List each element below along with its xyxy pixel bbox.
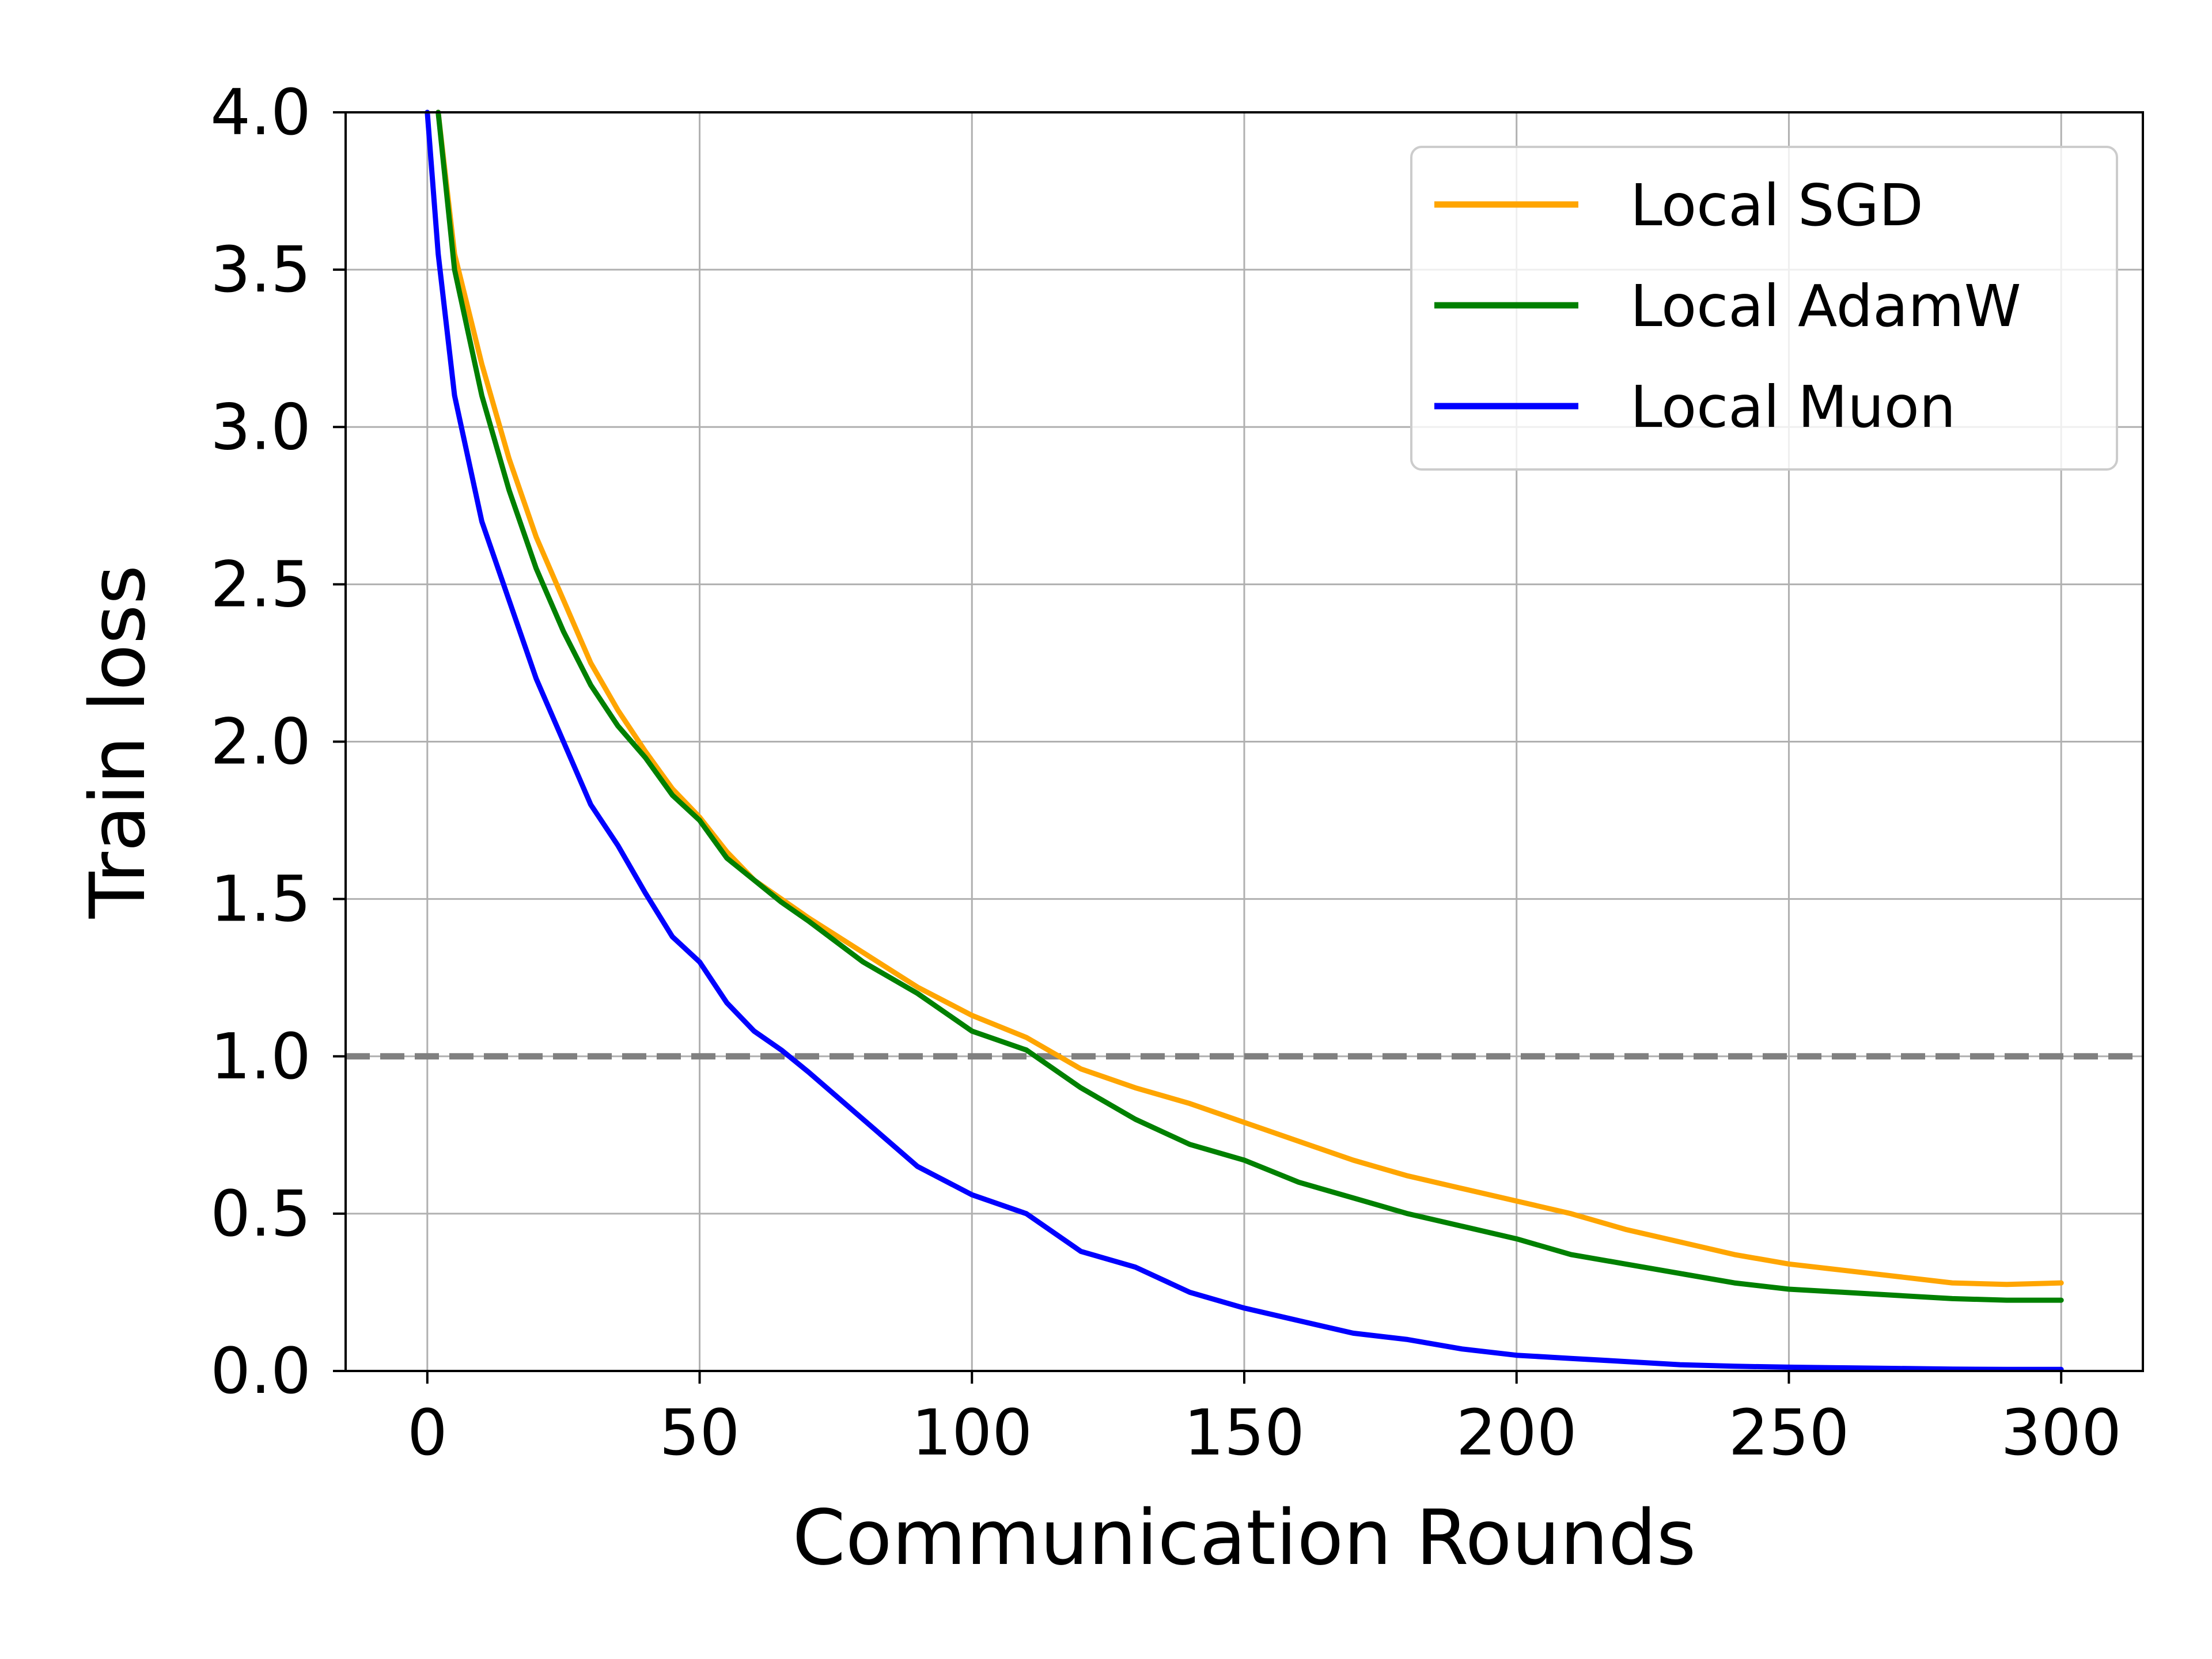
y-tick-label: 2.0 — [210, 705, 311, 779]
y-tick-label: 4.0 — [210, 75, 311, 149]
series-line-local-adamw — [435, 109, 2064, 1303]
legend-label: Local Muon — [1630, 373, 1956, 441]
x-tick-label: 200 — [1456, 1396, 1577, 1469]
x-tick-label: 150 — [1184, 1396, 1305, 1469]
x-tick-label: 100 — [911, 1396, 1032, 1469]
x-tick-label: 250 — [1728, 1396, 1849, 1469]
y-tick-label: 3.0 — [210, 390, 311, 464]
y-axis-title: Train loss — [74, 565, 162, 919]
x-tick-label: 50 — [660, 1396, 740, 1469]
legend-box — [1410, 146, 2118, 471]
x-axis-title: Communication Rounds — [793, 1494, 1696, 1582]
series-line-local-sgd — [435, 109, 2064, 1287]
y-tick-label: 1.0 — [210, 1020, 311, 1093]
x-tick-label: 300 — [2001, 1396, 2122, 1469]
series-line-local-muon — [425, 109, 2064, 1372]
y-tick-label: 0.0 — [210, 1334, 311, 1408]
y-tick-label: 2.5 — [210, 547, 311, 621]
legend-label: Local SGD — [1630, 172, 1923, 239]
series-group — [425, 109, 2064, 1372]
legend-label: Local AdamW — [1630, 272, 2021, 340]
y-tick-label: 0.5 — [210, 1177, 311, 1251]
y-tick-label: 3.5 — [210, 233, 311, 306]
x-tick-label: 0 — [407, 1396, 448, 1469]
legend: Local SGD Local AdamW Local Muon — [1410, 146, 2118, 471]
y-tick-label: 1.5 — [210, 862, 311, 936]
ticks: 0 50 100 150 200 250 300 0.0 0.5 1.0 1.5 2.0 2.5 3.0 3… — [210, 75, 2122, 1469]
